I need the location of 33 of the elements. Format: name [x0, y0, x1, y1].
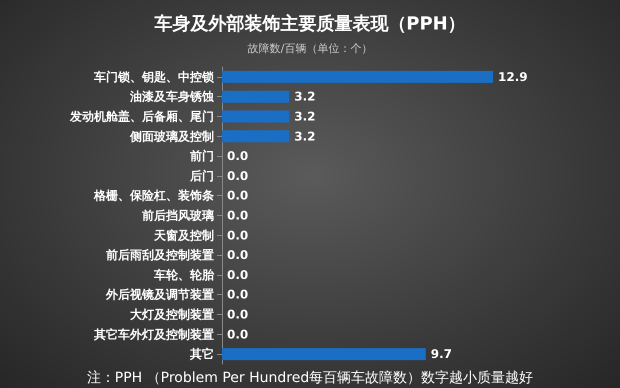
data-label: 0.0: [227, 168, 248, 183]
data-label: 3.2: [294, 110, 316, 124]
data-label: 0.0: [227, 288, 248, 302]
y-tick-label: 发动机舱盖、后备厢、尾门: [69, 110, 214, 124]
y-tick-label: 车门锁、钥匙、中控锁: [93, 70, 215, 84]
data-label: 0.0: [227, 208, 248, 222]
y-tick-label: 车轮、轮胎: [153, 268, 215, 282]
y-tick-label: 其它: [189, 347, 214, 362]
data-label: 9.7: [430, 347, 452, 362]
data-label: 0.0: [227, 268, 248, 282]
text: 注：PPH （Problem Per Hundred每百辆车故障数）数字越小质量越好: [86, 370, 534, 386]
y-tick-label: 前门: [189, 149, 214, 164]
y-tick-label: 天窗及控制: [153, 228, 214, 242]
data-label: 0.0: [227, 308, 248, 322]
data-label: 0.0: [227, 188, 248, 203]
y-tick-label: 大灯及控制装置: [130, 308, 214, 322]
data-label: 3.2: [294, 90, 316, 104]
data-label: 3.2: [294, 129, 316, 144]
y-tick-label: 后门: [189, 168, 214, 183]
y-tick-label: 油漆及车身锈蚀: [129, 90, 214, 104]
y-tick-label: 前后雨刮及控制装置: [105, 248, 214, 262]
chart-subtitle: 故障数/百辆（单位：个）: [248, 42, 372, 55]
y-tick-label: 其它车外灯及控制装置: [93, 327, 214, 342]
data-label: 12.9: [498, 70, 528, 84]
data-label: 0.0: [227, 149, 248, 164]
y-tick-label: 格栅、保险杠、装饰条: [93, 188, 214, 203]
chart-title: 车身及外部装饰主要质量表现（PPH）: [153, 14, 466, 34]
data-label: 0.0: [227, 228, 248, 242]
y-tick-label: 外后视镜及调节装置: [105, 288, 214, 302]
data-label: 0.0: [227, 327, 248, 342]
y-tick-label: 侧面玻璃及控制: [129, 129, 214, 144]
y-tick-label: 前后挡风玻璃: [141, 208, 214, 222]
data-label: 0.0: [227, 248, 248, 262]
